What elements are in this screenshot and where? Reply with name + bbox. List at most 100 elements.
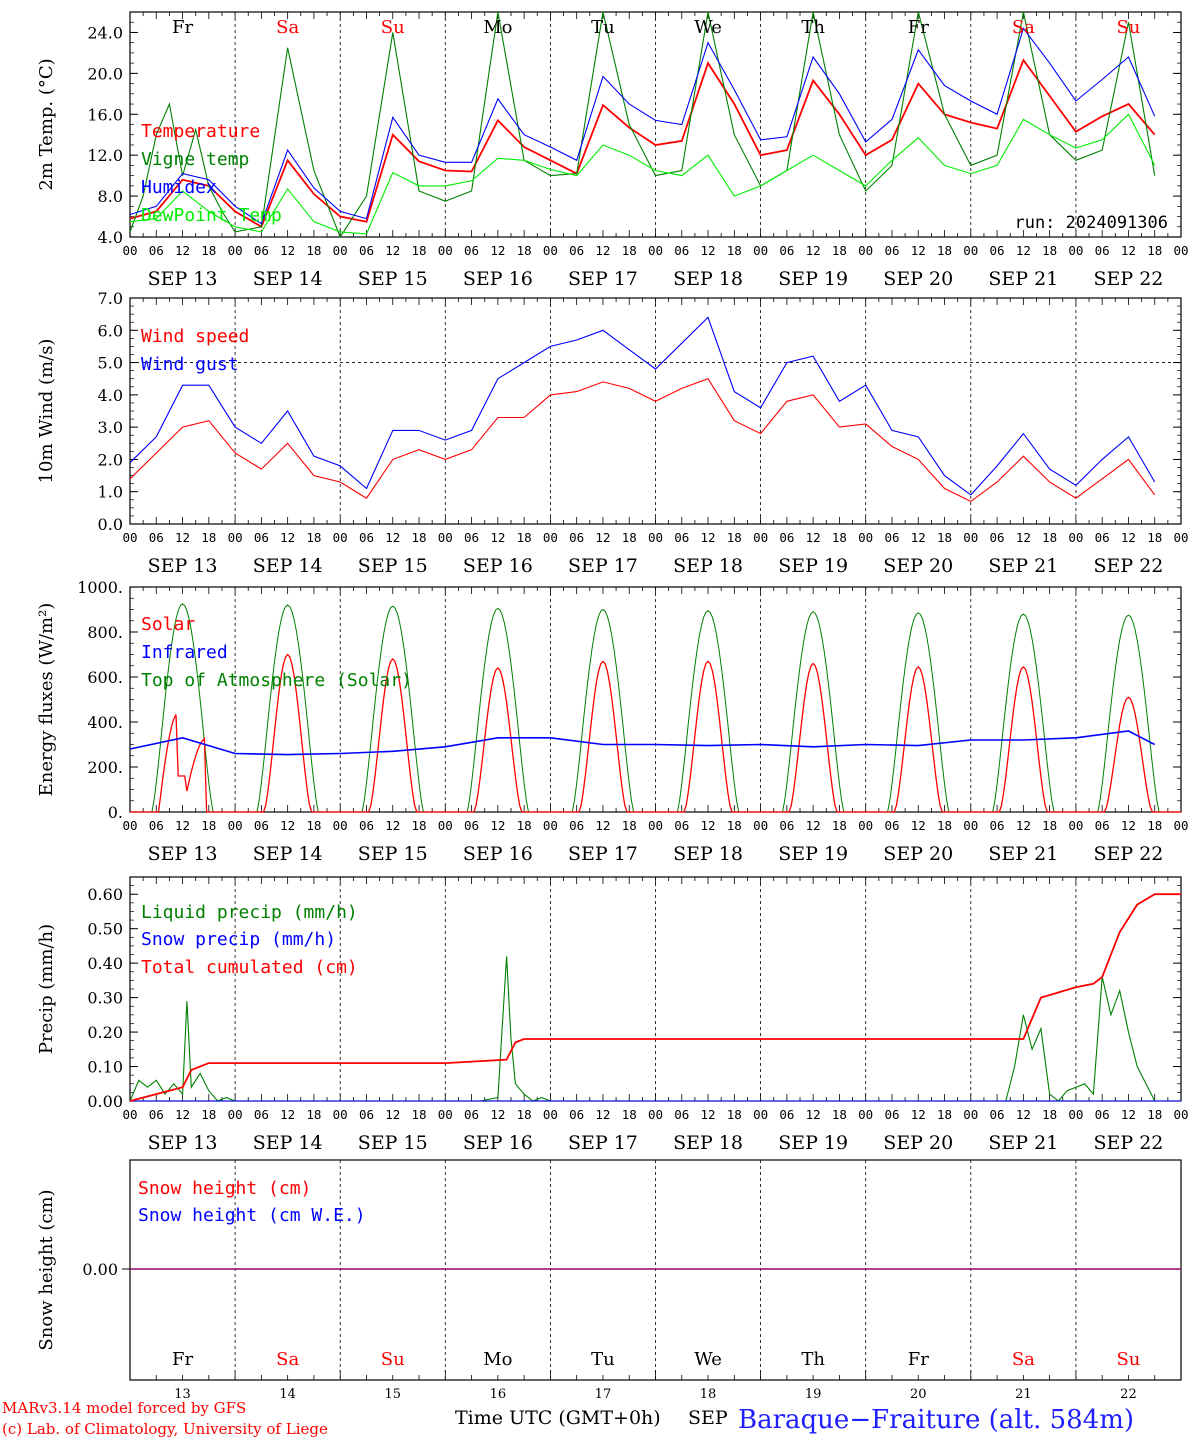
hour-tick-label: 18 bbox=[411, 818, 426, 833]
y-axis-label: 10m Wind (m/s) bbox=[36, 339, 57, 484]
hour-tick-label: 18 bbox=[727, 243, 742, 258]
hour-tick-label: 00 bbox=[1068, 1107, 1083, 1122]
hour-tick-label: 00 bbox=[333, 530, 348, 545]
hour-tick-label: 18 bbox=[201, 243, 216, 258]
hour-tick-label: 12 bbox=[490, 530, 505, 545]
hour-tick-label: 12 bbox=[701, 530, 716, 545]
hour-tick-label: 06 bbox=[464, 1107, 479, 1122]
weekday-label: We bbox=[694, 1349, 722, 1370]
hour-tick-label: 12 bbox=[280, 530, 295, 545]
y-axis-label: Energy fluxes (W/m²) bbox=[36, 603, 57, 797]
hour-tick-label: 00 bbox=[228, 818, 243, 833]
y-tick-label: 12.0 bbox=[87, 146, 123, 165]
date-label: SEP 21 bbox=[988, 555, 1058, 577]
weekday-label: Tu bbox=[591, 1349, 615, 1370]
hour-tick-label: 18 bbox=[306, 530, 321, 545]
hour-tick-label: 06 bbox=[990, 243, 1005, 258]
y-tick-label: 3.0 bbox=[98, 418, 123, 437]
hour-tick-label: 18 bbox=[727, 818, 742, 833]
hour-tick-label: 18 bbox=[517, 818, 532, 833]
hour-tick-label: 18 bbox=[937, 1107, 952, 1122]
plot-frame bbox=[129, 11, 1182, 238]
hour-tick-label: 12 bbox=[1016, 243, 1031, 258]
panel-4: 00 06 12 18 00 06 12 18 00 06 12 18 00 06 12 18 00 06 12 18… bbox=[36, 876, 1189, 1154]
hour-tick-label: 00 bbox=[438, 530, 453, 545]
date-label: SEP 17 bbox=[568, 1132, 638, 1154]
y-tick-label: 200. bbox=[87, 758, 123, 777]
hour-tick-label: 12 bbox=[1016, 818, 1031, 833]
hour-tick-label: 18 bbox=[622, 243, 637, 258]
hour-tick-label: 12 bbox=[280, 243, 295, 258]
hour-tick-label: 06 bbox=[1095, 818, 1110, 833]
hour-tick-label: 00 bbox=[438, 1107, 453, 1122]
xaxis-title: Time UTC (GMT+0h) bbox=[455, 1407, 661, 1429]
date-label: SEP 19 bbox=[778, 1132, 848, 1154]
hour-tick-label: 00 bbox=[753, 530, 768, 545]
hour-tick-label: 18 bbox=[1042, 818, 1057, 833]
hour-tick-label: 00 bbox=[753, 818, 768, 833]
legend-entry: Vigne temp bbox=[141, 149, 249, 170]
hour-tick-label: 06 bbox=[884, 818, 899, 833]
hour-tick-label: 18 bbox=[1147, 1107, 1162, 1122]
date-label: SEP 17 bbox=[568, 268, 638, 290]
hour-tick-label: 00 bbox=[122, 243, 137, 258]
series-vigne-temp bbox=[129, 11, 1156, 239]
y-axis-label: 2m Temp. (°C) bbox=[36, 58, 57, 190]
hour-tick-label: 06 bbox=[1095, 1107, 1110, 1122]
day-number-label: 19 bbox=[805, 1387, 822, 1402]
hour-tick-label: 00 bbox=[333, 1107, 348, 1122]
hour-tick-label: 18 bbox=[411, 1107, 426, 1122]
weekday-label: Th bbox=[801, 17, 825, 38]
hour-tick-label: 06 bbox=[990, 530, 1005, 545]
y-tick-label: 0.10 bbox=[87, 1058, 123, 1077]
y-tick-label: 0.40 bbox=[87, 954, 123, 973]
series-infrared bbox=[129, 730, 1156, 756]
hour-tick-label: 18 bbox=[1147, 818, 1162, 833]
hour-tick-label: 00 bbox=[1068, 530, 1083, 545]
weekday-label: Fr bbox=[908, 17, 929, 38]
y-tick-label: 4.0 bbox=[98, 386, 123, 405]
hour-tick-label: 18 bbox=[1147, 243, 1162, 258]
date-label: SEP 13 bbox=[148, 555, 218, 577]
date-label: SEP 17 bbox=[568, 555, 638, 577]
weekday-label: We bbox=[694, 17, 722, 38]
hour-tick-label: 12 bbox=[1121, 530, 1136, 545]
date-label: SEP 18 bbox=[673, 268, 743, 290]
hour-tick-label: 12 bbox=[1121, 1107, 1136, 1122]
hour-tick-label: 06 bbox=[674, 530, 689, 545]
weekday-label: Tu bbox=[591, 17, 615, 38]
hour-tick-label: 18 bbox=[517, 530, 532, 545]
hour-tick-label: 12 bbox=[280, 818, 295, 833]
hour-tick-label: 18 bbox=[1042, 1107, 1057, 1122]
hour-tick-label: 12 bbox=[806, 818, 821, 833]
day-number-label: 18 bbox=[700, 1387, 717, 1402]
date-label: SEP 14 bbox=[253, 268, 323, 290]
hour-tick-label: 12 bbox=[385, 530, 400, 545]
hour-tick-label: 00 bbox=[753, 243, 768, 258]
hour-tick-label: 18 bbox=[1147, 530, 1162, 545]
y-tick-label: 0.0 bbox=[98, 515, 123, 534]
legend-entry: Snow height (cm) bbox=[138, 1178, 311, 1199]
date-label: SEP 22 bbox=[1094, 268, 1164, 290]
weekday-label: Sa bbox=[276, 17, 299, 38]
hour-tick-label: 12 bbox=[175, 818, 190, 833]
legend-entry: Top of Atmosphere (Solar) bbox=[141, 670, 412, 691]
day-number-label: 20 bbox=[910, 1387, 927, 1402]
date-label: SEP 13 bbox=[148, 268, 218, 290]
hour-tick-label: 18 bbox=[622, 1107, 637, 1122]
hour-tick-label: 06 bbox=[1095, 243, 1110, 258]
hour-tick-label: 06 bbox=[884, 1107, 899, 1122]
hour-tick-label: 06 bbox=[149, 818, 164, 833]
hour-tick-label: 18 bbox=[937, 818, 952, 833]
hour-tick-label: 06 bbox=[674, 1107, 689, 1122]
plot-frame bbox=[129, 586, 1182, 813]
hour-tick-label: 06 bbox=[674, 243, 689, 258]
hour-tick-label: 00 bbox=[858, 1107, 873, 1122]
hour-tick-label: 00 bbox=[122, 530, 137, 545]
hour-tick-label: 12 bbox=[595, 818, 610, 833]
hour-tick-label: 06 bbox=[149, 1107, 164, 1122]
date-label: SEP 16 bbox=[463, 268, 533, 290]
hour-tick-label: 06 bbox=[990, 1107, 1005, 1122]
legend-entry: Total cumulated (cm) bbox=[141, 957, 358, 978]
